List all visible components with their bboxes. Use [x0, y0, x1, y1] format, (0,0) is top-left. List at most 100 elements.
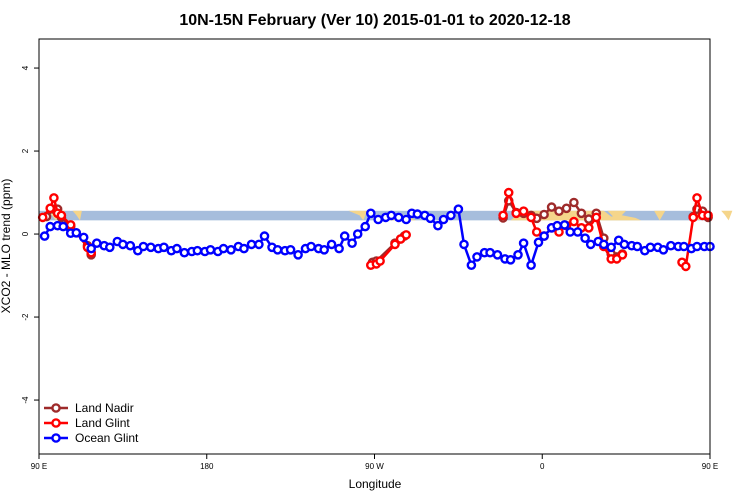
data-point-ocean-glint — [86, 243, 96, 254]
data-point-land-nadir — [554, 206, 564, 216]
x-axis-title: Longitude — [349, 477, 402, 491]
data-point-ocean-glint — [466, 260, 477, 271]
data-point-ocean-glint — [39, 231, 50, 241]
data-point-ocean-glint — [259, 231, 270, 241]
y-tick-label: -2 — [21, 313, 30, 321]
data-point-ocean-glint — [401, 214, 412, 225]
data-point-ocean-glint — [78, 232, 89, 243]
data-point-land-glint — [49, 193, 59, 203]
data-point-ocean-glint — [293, 249, 303, 260]
data-point-ocean-glint — [352, 229, 363, 239]
data-point-land-glint — [375, 256, 385, 266]
data-point-land-nadir — [569, 197, 579, 208]
data-point-ocean-glint — [373, 214, 384, 225]
land-mask-shape — [721, 210, 733, 221]
data-point-land-nadir — [576, 208, 587, 219]
axes: 90 E 180 90 W 0 90 E 4 2 0 -2 -4 — [21, 65, 718, 471]
data-point-land-nadir — [539, 209, 549, 220]
data-point-ocean-glint — [365, 208, 376, 219]
data-point-ocean-glint — [658, 244, 669, 255]
data-point-land-glint — [56, 210, 67, 221]
data-point-ocean-glint — [438, 214, 449, 225]
data-point-ocean-glint — [559, 220, 570, 230]
land-mask-shape — [72, 210, 82, 221]
data-point-ocean-glint — [145, 242, 156, 253]
data-point-land-glint — [45, 203, 56, 214]
data-point-ocean-glint — [246, 239, 257, 250]
data-point-land-glint — [65, 220, 76, 230]
data-point-ocean-glint — [334, 243, 344, 254]
data-point-ocean-glint — [105, 242, 115, 253]
x-tick-label: 0 — [540, 462, 545, 471]
data-point-ocean-glint — [92, 238, 102, 248]
data-point-ocean-glint — [125, 240, 136, 251]
data-point-ocean-glint — [526, 260, 536, 271]
y-axis-title: XCO2 - MLO trend (ppm) — [0, 179, 13, 314]
data-point-ocean-glint — [492, 249, 503, 260]
data-point-ocean-glint — [412, 209, 423, 219]
data-point-ocean-glint — [692, 241, 702, 252]
data-point-land-glint — [526, 212, 536, 223]
data-point-land-glint — [518, 206, 529, 216]
data-point-land-glint — [569, 216, 579, 227]
data-point-ocean-glint — [606, 242, 617, 253]
data-point-ocean-glint — [71, 227, 82, 238]
data-point-land-glint — [511, 208, 522, 219]
data-point-ocean-glint — [552, 220, 563, 231]
data-point-ocean-glint — [179, 247, 190, 258]
land-mask-shape — [607, 210, 627, 221]
data-point-ocean-glint — [666, 240, 676, 251]
data-point-ocean-glint — [472, 252, 482, 262]
y-tick-label: 0 — [21, 231, 30, 236]
data-point-ocean-glint — [254, 239, 264, 250]
data-point-ocean-glint — [58, 221, 69, 232]
data-point-ocean-glint — [285, 244, 296, 255]
data-point-land-glint — [584, 222, 594, 233]
data-point-ocean-glint — [272, 244, 283, 255]
data-point-ocean-glint — [360, 221, 371, 232]
data-point-ocean-glint — [326, 239, 337, 250]
data-point-land-glint — [703, 210, 713, 221]
data-point-ocean-glint — [205, 244, 216, 255]
x-tick-label: 90 E — [702, 462, 718, 471]
data-point-land-glint — [390, 239, 400, 250]
data-point-ocean-glint — [172, 243, 182, 254]
data-point-ocean-glint — [45, 221, 56, 232]
data-point-land-glint — [531, 227, 542, 237]
data-point-ocean-glint — [226, 244, 236, 255]
data-point-land-glint — [688, 212, 699, 223]
legend-marker-land-nadir — [51, 403, 61, 413]
x-tick-label: 90 E — [31, 462, 47, 471]
y-tick-label: -4 — [21, 396, 30, 404]
data-point-ocean-glint — [218, 243, 229, 254]
legend-marker-land-glint — [51, 418, 61, 428]
data-point-land-nadir — [584, 214, 594, 224]
land-mask-shape — [348, 210, 368, 221]
land-mask-shape — [654, 210, 666, 221]
data-point-land-glint — [503, 187, 514, 198]
data-point-ocean-glint — [306, 241, 316, 252]
data-point-land-glint — [37, 212, 48, 223]
legend-label-land-nadir: Land Nadir — [75, 401, 134, 415]
data-point-ocean-glint — [453, 204, 464, 214]
data-point-ocean-glint — [505, 254, 516, 265]
data-point-ocean-glint — [459, 239, 469, 250]
data-point-ocean-glint — [619, 239, 630, 250]
data-point-ocean-glint — [518, 238, 529, 248]
data-point-ocean-glint — [118, 239, 128, 250]
data-point-ocean-glint — [533, 237, 544, 248]
data-point-ocean-glint — [632, 241, 643, 252]
data-point-ocean-glint — [485, 247, 495, 258]
data-point-ocean-glint — [539, 231, 549, 241]
data-point-ocean-glint — [192, 245, 203, 256]
data-point-land-glint — [692, 193, 702, 203]
y-tick-label: 2 — [21, 148, 30, 153]
data-point-ocean-glint — [433, 220, 443, 231]
legend-label-ocean-glint: Ocean Glint — [75, 431, 139, 445]
data-point-land-glint — [401, 230, 412, 240]
data-point-ocean-glint — [679, 241, 689, 252]
legend-marker-ocean-glint — [51, 433, 61, 443]
x-tick-label: 180 — [200, 462, 214, 471]
data-point-ocean-glint — [138, 241, 149, 252]
